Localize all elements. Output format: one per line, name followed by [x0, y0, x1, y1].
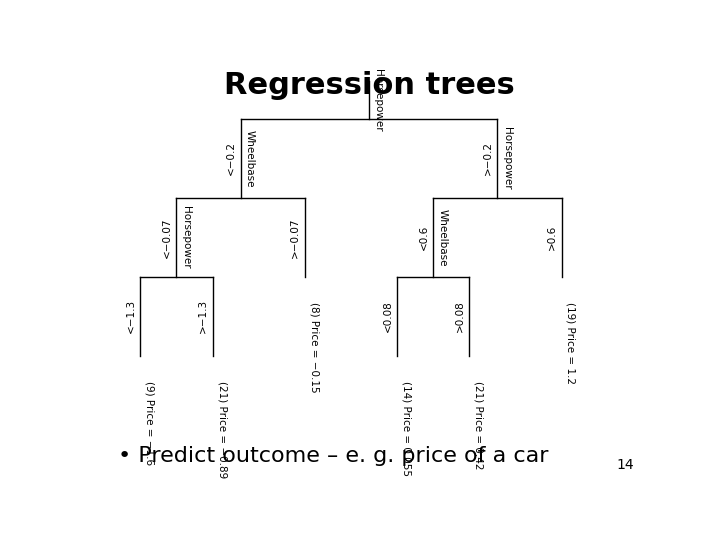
Text: 14: 14: [616, 458, 634, 472]
Text: Regression trees: Regression trees: [224, 71, 514, 100]
Text: Wheelbase: Wheelbase: [245, 130, 255, 187]
Text: • Predict outcome – e. g. price of a car: • Predict outcome – e. g. price of a car: [118, 446, 549, 465]
Text: >−1.3: >−1.3: [198, 299, 208, 333]
Text: <−1.3: <−1.3: [126, 299, 136, 333]
Text: <0.08: <0.08: [382, 300, 392, 332]
Text: >0.08: >0.08: [455, 300, 465, 332]
Text: Horsepower: Horsepower: [181, 206, 191, 269]
Text: >0.6: >0.6: [547, 225, 557, 250]
Text: (8) Price = −0.15: (8) Price = −0.15: [310, 302, 319, 393]
Text: (21) Price = 0.42: (21) Price = 0.42: [474, 381, 484, 469]
Text: <−0.07: <−0.07: [162, 217, 172, 258]
Text: (21) Price = −0.89: (21) Price = −0.89: [217, 381, 228, 478]
Text: <0.6: <0.6: [419, 225, 428, 250]
Text: >−0.07: >−0.07: [290, 217, 300, 258]
Text: Wheelbase: Wheelbase: [438, 208, 448, 266]
Text: >−0.2: >−0.2: [483, 141, 493, 176]
Text: Horsepower: Horsepower: [502, 127, 512, 190]
Text: (19) Price = 1.2: (19) Price = 1.2: [566, 302, 576, 384]
Text: (9) Price = −1.6: (9) Price = −1.6: [145, 381, 155, 465]
Text: <−0.2: <−0.2: [226, 141, 236, 176]
Text: (14) Price = 0.055: (14) Price = 0.055: [401, 381, 411, 476]
Text: Horsepower: Horsepower: [374, 69, 384, 131]
